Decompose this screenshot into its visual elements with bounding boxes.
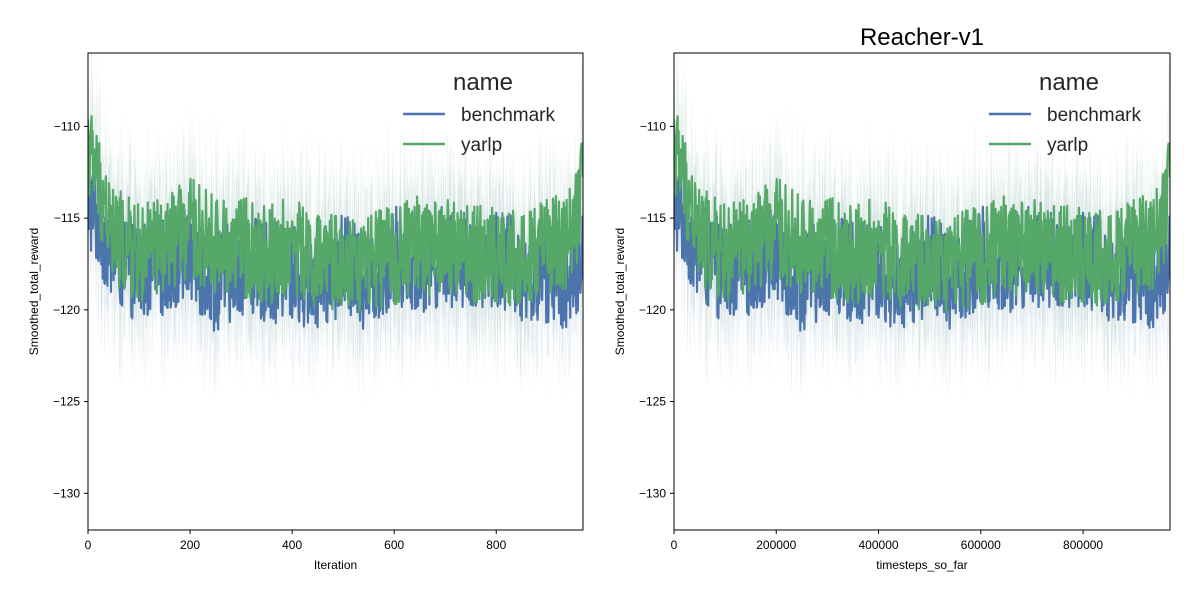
series-line-benchmark [88, 170, 583, 332]
axes-frame [673, 52, 1171, 531]
x-tick-label: 400000 [859, 538, 899, 552]
x-tick-label: 600 [384, 538, 404, 552]
confidence-band-benchmark [88, 85, 583, 410]
legend-title: name [1039, 69, 1099, 96]
confidence-band-benchmark [674, 85, 1170, 410]
legend: name benchmark yarlp [989, 69, 1141, 156]
x-axis-label: Iteration [314, 558, 357, 572]
legend: name benchmark yarlp [403, 69, 555, 156]
legend-entry-yarlp: yarlp [1047, 135, 1088, 156]
x-tick-label: 0 [85, 538, 92, 552]
y-tick-label: −125 [639, 395, 666, 409]
y-tick-label: −120 [639, 303, 666, 317]
plot-area [88, 53, 583, 410]
legend-entry-benchmark: benchmark [1047, 105, 1141, 126]
x-tick-label: 400 [282, 538, 302, 552]
y-axis-label: Smoothed_total_reward [27, 228, 41, 355]
x-tick-label: 200 [180, 538, 200, 552]
series-line-yarlp [674, 115, 1170, 313]
y-axis-label: Smoothed_total_reward [613, 228, 627, 355]
y-tick-label: −115 [640, 211, 666, 225]
x-tick-label: 800000 [1063, 538, 1103, 552]
x-tick-label: 0 [671, 538, 678, 552]
confidence-band-yarlp [674, 53, 1170, 396]
plot-area [674, 53, 1170, 410]
y-tick-label: −125 [53, 395, 80, 409]
y-tick-label: −110 [54, 119, 80, 133]
y-tick-label: −120 [53, 303, 80, 317]
x-tick-label: 800 [486, 538, 506, 552]
chart-panel-2: 0 200000 400000 600000 800000 −110 −115 −120 −12… [613, 24, 1171, 572]
y-tick-label: −115 [54, 211, 80, 225]
x-tick-label: 200000 [756, 538, 796, 552]
legend-entry-benchmark: benchmark [461, 105, 555, 126]
confidence-band-yarlp [88, 53, 583, 396]
legend-entry-yarlp: yarlp [461, 135, 502, 156]
axes-frame [87, 52, 584, 531]
y-tick-label: −110 [640, 119, 666, 133]
chart-title: Reacher-v1 [860, 24, 984, 51]
legend-title: name [453, 69, 513, 96]
y-tick-label: −130 [53, 486, 80, 500]
x-axis-label: timesteps_so_far [876, 558, 967, 572]
x-tick-label: 600000 [961, 538, 1001, 552]
series-line-benchmark [674, 170, 1170, 332]
chart-panel-1: 0 200 400 600 800 −110 −115 −120 −125 −130 Iterati… [27, 52, 584, 572]
y-tick-label: −130 [639, 486, 666, 500]
series-line-yarlp [88, 115, 583, 313]
